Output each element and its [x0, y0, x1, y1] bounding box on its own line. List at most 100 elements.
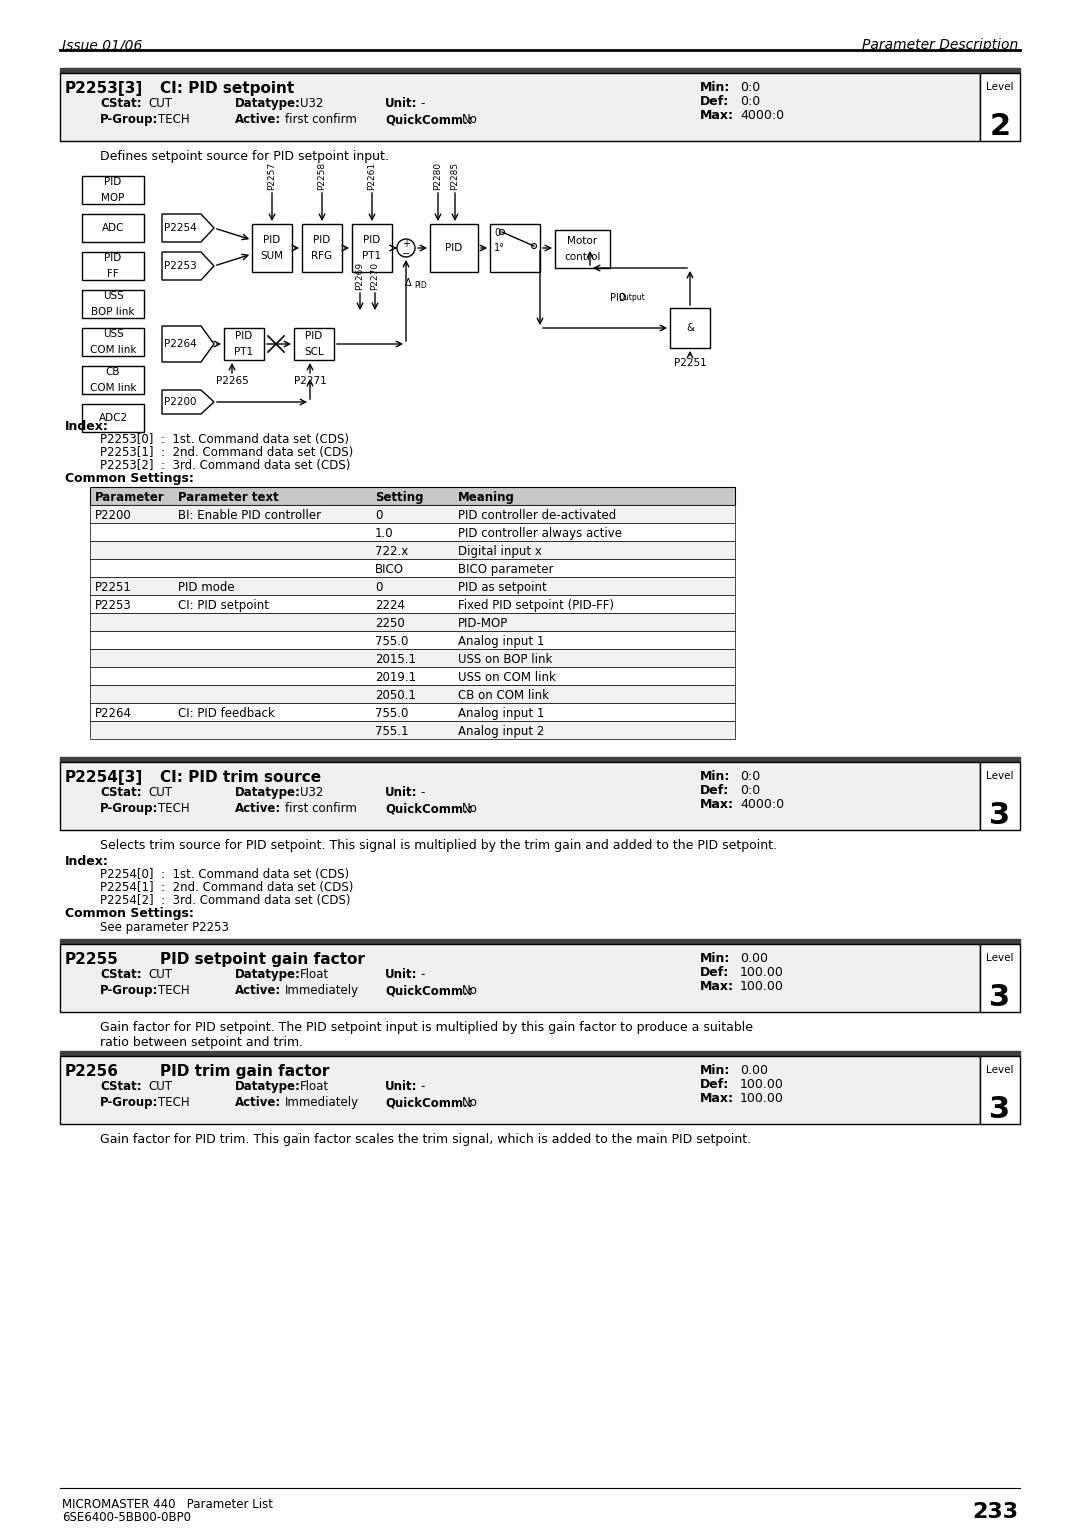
Text: USS: USS: [103, 329, 123, 339]
Bar: [90, 541, 735, 559]
Text: Max:: Max:: [700, 979, 734, 993]
Bar: [60, 762, 980, 830]
Text: Analog input 1: Analog input 1: [458, 636, 544, 648]
Text: PT1: PT1: [363, 251, 381, 261]
Bar: [60, 1051, 1020, 1056]
Text: Active:: Active:: [235, 113, 281, 125]
Bar: [555, 231, 610, 267]
Text: PID: PID: [414, 281, 427, 290]
Text: Active:: Active:: [235, 802, 281, 814]
Text: 0: 0: [375, 509, 382, 523]
Text: CStat:: CStat:: [100, 96, 141, 110]
Text: FF: FF: [107, 269, 119, 280]
Text: U32: U32: [300, 785, 323, 799]
Text: Active:: Active:: [235, 984, 281, 996]
Text: Datatype:: Datatype:: [235, 96, 301, 110]
Text: P2253[0]  :  1st. Command data set (CDS): P2253[0] : 1st. Command data set (CDS): [100, 432, 349, 446]
Text: -: -: [420, 969, 424, 981]
Text: PID: PID: [363, 235, 380, 244]
Text: USS on COM link: USS on COM link: [458, 671, 556, 685]
Text: 2050.1: 2050.1: [375, 689, 416, 701]
Bar: [60, 1056, 980, 1125]
Text: Meaning: Meaning: [458, 490, 515, 504]
Text: PID setpoint gain factor: PID setpoint gain factor: [160, 952, 365, 967]
Text: Common Settings:: Common Settings:: [65, 472, 194, 484]
Text: 0:0: 0:0: [740, 95, 760, 108]
Text: 755.0: 755.0: [375, 707, 408, 720]
Text: 2015.1: 2015.1: [375, 652, 416, 666]
Text: PID as setpoint: PID as setpoint: [458, 581, 546, 594]
Text: CUT: CUT: [148, 1080, 172, 1093]
Text: 1°: 1°: [494, 243, 504, 254]
Text: 0: 0: [375, 581, 382, 594]
Text: +: +: [402, 238, 410, 249]
Bar: [90, 504, 735, 523]
Text: ADC2: ADC2: [98, 413, 127, 423]
Text: 3: 3: [989, 1096, 1011, 1125]
Bar: [90, 668, 735, 685]
Text: Def:: Def:: [700, 784, 729, 798]
Text: No: No: [462, 1096, 477, 1109]
Bar: [294, 329, 334, 361]
Text: 0.00: 0.00: [740, 1063, 768, 1077]
Text: Issue 01/06: Issue 01/06: [62, 38, 143, 52]
Text: P2251: P2251: [95, 581, 132, 594]
Text: 3: 3: [989, 983, 1011, 1012]
Text: BOP link: BOP link: [91, 307, 135, 316]
Text: 3: 3: [989, 801, 1011, 830]
Text: Digital input x: Digital input x: [458, 545, 542, 558]
Text: P2253: P2253: [164, 261, 197, 270]
Text: -: -: [420, 785, 424, 799]
Text: See parameter P2253: See parameter P2253: [100, 921, 229, 934]
Text: BI: Enable PID controller: BI: Enable PID controller: [178, 509, 321, 523]
Text: -: -: [420, 1080, 424, 1093]
Text: PID controller de-activated: PID controller de-activated: [458, 509, 617, 523]
Text: P2254[1]  :  2nd. Command data set (CDS): P2254[1] : 2nd. Command data set (CDS): [100, 882, 353, 894]
Text: No: No: [462, 802, 477, 814]
Text: P-Group:: P-Group:: [100, 802, 159, 814]
Text: Parameter: Parameter: [95, 490, 165, 504]
Text: CI: PID trim source: CI: PID trim source: [160, 770, 321, 785]
Text: CI: PID setpoint: CI: PID setpoint: [178, 599, 269, 613]
Text: COM link: COM link: [90, 384, 136, 393]
Bar: [252, 225, 292, 272]
Text: Level: Level: [986, 1065, 1014, 1076]
Text: P2257: P2257: [268, 162, 276, 189]
Bar: [90, 703, 735, 721]
Text: P2254[3]: P2254[3]: [65, 770, 144, 785]
Text: control: control: [565, 252, 600, 261]
Bar: [82, 176, 144, 205]
Text: PID: PID: [235, 332, 253, 341]
Text: 2224: 2224: [375, 599, 405, 613]
Bar: [224, 329, 264, 361]
Text: Motor: Motor: [567, 235, 597, 246]
Bar: [980, 944, 1020, 1012]
Text: PID: PID: [105, 177, 122, 186]
Text: CUT: CUT: [148, 96, 172, 110]
Text: P2254: P2254: [164, 223, 197, 232]
Text: Unit:: Unit:: [384, 96, 418, 110]
Text: P2254[2]  :  3rd. Command data set (CDS): P2254[2] : 3rd. Command data set (CDS): [100, 894, 351, 908]
Text: RFG: RFG: [311, 251, 333, 261]
Text: QuickComm.:: QuickComm.:: [384, 1096, 473, 1109]
Polygon shape: [162, 325, 214, 362]
Text: TECH: TECH: [158, 984, 190, 996]
Polygon shape: [162, 252, 214, 280]
Text: P2253[3]: P2253[3]: [65, 81, 144, 96]
Text: CUT: CUT: [148, 969, 172, 981]
Bar: [90, 613, 735, 631]
Text: Unit:: Unit:: [384, 1080, 418, 1093]
Text: Immediately: Immediately: [285, 1096, 360, 1109]
Bar: [670, 309, 710, 348]
Text: P2258: P2258: [318, 162, 326, 189]
Bar: [352, 225, 392, 272]
Text: P2265: P2265: [216, 376, 248, 387]
Text: 4000:0: 4000:0: [740, 798, 784, 811]
Text: Datatype:: Datatype:: [235, 785, 301, 799]
Text: 2: 2: [989, 112, 1011, 141]
Text: QuickComm.:: QuickComm.:: [384, 984, 473, 996]
Text: &: &: [686, 322, 694, 333]
Text: 100.00: 100.00: [740, 979, 784, 993]
Text: Level: Level: [986, 83, 1014, 92]
Bar: [90, 559, 735, 578]
